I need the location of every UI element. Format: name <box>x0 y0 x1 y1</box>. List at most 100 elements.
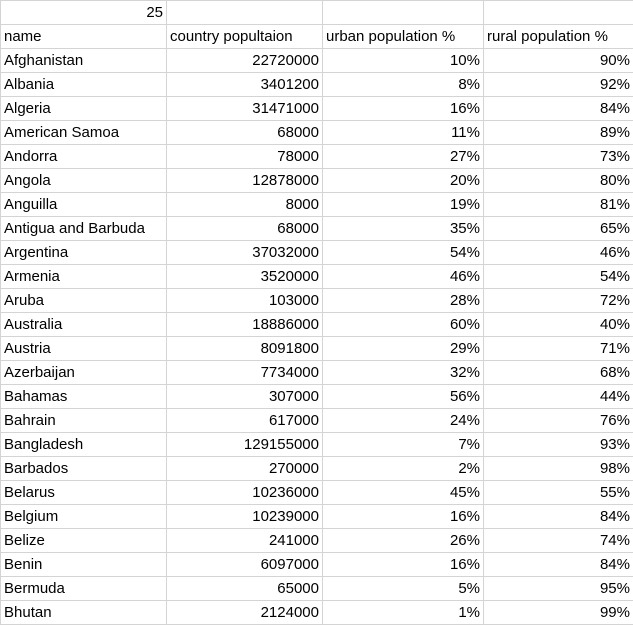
cell-rural-percent[interactable]: 89% <box>483 120 633 145</box>
cell-country-name[interactable]: Algeria <box>0 96 167 121</box>
cell-urban-percent[interactable]: 16% <box>322 552 484 577</box>
header-cell-urban[interactable]: urban population % <box>322 24 484 49</box>
cell-rural-percent[interactable]: 84% <box>483 552 633 577</box>
cell-urban-percent[interactable]: 54% <box>322 240 484 265</box>
cell-country-name[interactable]: Benin <box>0 552 167 577</box>
cell-country-name[interactable]: Albania <box>0 72 167 97</box>
cell-urban-percent[interactable]: 32% <box>322 360 484 385</box>
cell-rural-percent[interactable]: 84% <box>483 504 633 529</box>
cell-rural-percent[interactable]: 93% <box>483 432 633 457</box>
cell-empty[interactable] <box>166 0 323 25</box>
cell-population[interactable]: 2124000 <box>166 600 323 625</box>
cell-country-name[interactable]: Belarus <box>0 480 167 505</box>
cell-urban-percent[interactable]: 8% <box>322 72 484 97</box>
cell-country-name[interactable]: Bahrain <box>0 408 167 433</box>
cell-urban-percent[interactable]: 11% <box>322 120 484 145</box>
cell-population[interactable]: 307000 <box>166 384 323 409</box>
cell-rural-percent[interactable]: 98% <box>483 456 633 481</box>
cell-country-name[interactable]: Anguilla <box>0 192 167 217</box>
cell-country-name[interactable]: Bahamas <box>0 384 167 409</box>
cell-population[interactable]: 68000 <box>166 216 323 241</box>
cell-rural-percent[interactable]: 73% <box>483 144 633 169</box>
cell-urban-percent[interactable]: 29% <box>322 336 484 361</box>
cell-country-name[interactable]: Antigua and Barbuda <box>0 216 167 241</box>
cell-rural-percent[interactable]: 90% <box>483 48 633 73</box>
cell-urban-percent[interactable]: 46% <box>322 264 484 289</box>
cell-country-name[interactable]: Australia <box>0 312 167 337</box>
cell-population[interactable]: 3401200 <box>166 72 323 97</box>
cell-country-name[interactable]: Austria <box>0 336 167 361</box>
cell-country-name[interactable]: Aruba <box>0 288 167 313</box>
cell-rural-percent[interactable]: 81% <box>483 192 633 217</box>
cell-urban-percent[interactable]: 16% <box>322 504 484 529</box>
cell-rural-percent[interactable]: 84% <box>483 96 633 121</box>
cell-rural-percent[interactable]: 92% <box>483 72 633 97</box>
cell-rural-percent[interactable]: 72% <box>483 288 633 313</box>
cell-country-name[interactable]: Belize <box>0 528 167 553</box>
cell-population[interactable]: 8091800 <box>166 336 323 361</box>
cell-urban-percent[interactable]: 16% <box>322 96 484 121</box>
cell-rural-percent[interactable]: 80% <box>483 168 633 193</box>
cell-country-name[interactable]: Bangladesh <box>0 432 167 457</box>
cell-urban-percent[interactable]: 10% <box>322 48 484 73</box>
cell-population[interactable]: 3520000 <box>166 264 323 289</box>
cell-urban-percent[interactable]: 1% <box>322 600 484 625</box>
cell-top-value[interactable]: 25 <box>0 0 167 25</box>
cell-country-name[interactable]: Azerbaijan <box>0 360 167 385</box>
cell-population[interactable]: 78000 <box>166 144 323 169</box>
header-cell-name[interactable]: name <box>0 24 167 49</box>
cell-urban-percent[interactable]: 2% <box>322 456 484 481</box>
cell-population[interactable]: 10239000 <box>166 504 323 529</box>
cell-rural-percent[interactable]: 44% <box>483 384 633 409</box>
cell-country-name[interactable]: Argentina <box>0 240 167 265</box>
cell-population[interactable]: 68000 <box>166 120 323 145</box>
cell-urban-percent[interactable]: 20% <box>322 168 484 193</box>
cell-urban-percent[interactable]: 28% <box>322 288 484 313</box>
cell-rural-percent[interactable]: 99% <box>483 600 633 625</box>
cell-population[interactable]: 617000 <box>166 408 323 433</box>
cell-country-name[interactable]: American Samoa <box>0 120 167 145</box>
cell-urban-percent[interactable]: 5% <box>322 576 484 601</box>
cell-urban-percent[interactable]: 26% <box>322 528 484 553</box>
cell-urban-percent[interactable]: 24% <box>322 408 484 433</box>
cell-urban-percent[interactable]: 60% <box>322 312 484 337</box>
cell-urban-percent[interactable]: 19% <box>322 192 484 217</box>
cell-empty[interactable] <box>483 0 633 25</box>
cell-population[interactable]: 241000 <box>166 528 323 553</box>
cell-rural-percent[interactable]: 40% <box>483 312 633 337</box>
cell-country-name[interactable]: Armenia <box>0 264 167 289</box>
cell-population[interactable]: 270000 <box>166 456 323 481</box>
cell-country-name[interactable]: Bermuda <box>0 576 167 601</box>
cell-population[interactable]: 12878000 <box>166 168 323 193</box>
cell-population[interactable]: 129155000 <box>166 432 323 457</box>
cell-rural-percent[interactable]: 54% <box>483 264 633 289</box>
cell-rural-percent[interactable]: 95% <box>483 576 633 601</box>
cell-population[interactable]: 103000 <box>166 288 323 313</box>
cell-rural-percent[interactable]: 76% <box>483 408 633 433</box>
cell-urban-percent[interactable]: 27% <box>322 144 484 169</box>
header-cell-rural[interactable]: rural population % <box>483 24 633 49</box>
cell-population[interactable]: 7734000 <box>166 360 323 385</box>
cell-urban-percent[interactable]: 7% <box>322 432 484 457</box>
cell-rural-percent[interactable]: 46% <box>483 240 633 265</box>
cell-population[interactable]: 37032000 <box>166 240 323 265</box>
cell-country-name[interactable]: Bhutan <box>0 600 167 625</box>
cell-rural-percent[interactable]: 65% <box>483 216 633 241</box>
cell-population[interactable]: 8000 <box>166 192 323 217</box>
cell-rural-percent[interactable]: 68% <box>483 360 633 385</box>
cell-country-name[interactable]: Belgium <box>0 504 167 529</box>
cell-country-name[interactable]: Andorra <box>0 144 167 169</box>
cell-rural-percent[interactable]: 71% <box>483 336 633 361</box>
cell-population[interactable]: 31471000 <box>166 96 323 121</box>
cell-rural-percent[interactable]: 74% <box>483 528 633 553</box>
cell-population[interactable]: 22720000 <box>166 48 323 73</box>
cell-country-name[interactable]: Angola <box>0 168 167 193</box>
cell-country-name[interactable]: Afghanistan <box>0 48 167 73</box>
header-cell-population[interactable]: country popultaion <box>166 24 323 49</box>
cell-country-name[interactable]: Barbados <box>0 456 167 481</box>
cell-population[interactable]: 6097000 <box>166 552 323 577</box>
cell-population[interactable]: 10236000 <box>166 480 323 505</box>
cell-empty[interactable] <box>322 0 484 25</box>
cell-population[interactable]: 65000 <box>166 576 323 601</box>
cell-urban-percent[interactable]: 56% <box>322 384 484 409</box>
